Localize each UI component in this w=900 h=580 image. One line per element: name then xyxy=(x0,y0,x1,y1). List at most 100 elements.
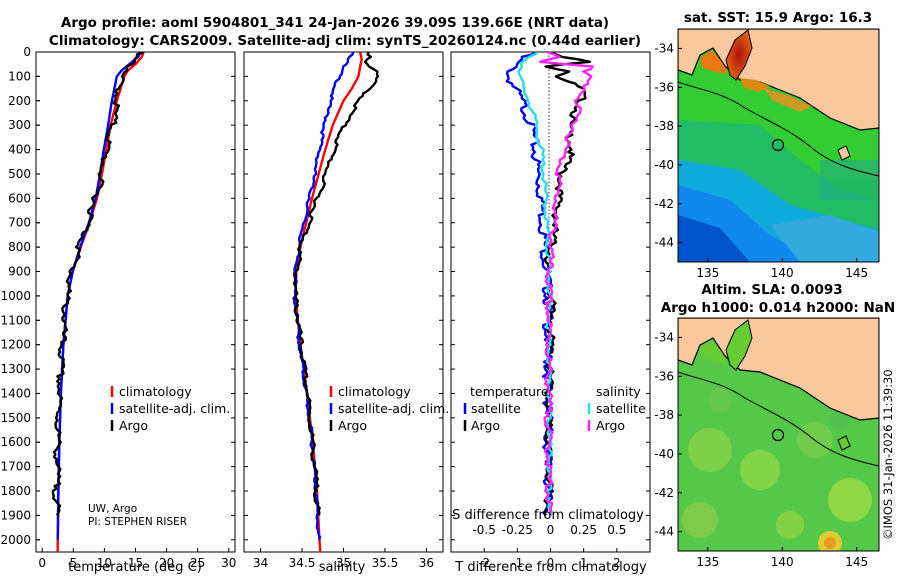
float-marker xyxy=(771,428,785,442)
sla-map-title2: Argo h1000: 0.014 h2000: NaN xyxy=(661,300,895,316)
map-ytick-label: -34 xyxy=(654,330,674,344)
ytick-label: 1600 xyxy=(0,435,31,449)
map-ytick-label: -42 xyxy=(654,486,674,500)
series-line-t-satellite xyxy=(505,52,555,517)
map-xtick-label: 140 xyxy=(771,555,794,569)
salinity-xlabel: salinity xyxy=(319,560,366,575)
xtick-label: 15 xyxy=(128,556,143,570)
xtick-label: 25 xyxy=(190,556,205,570)
xtick-label: 2 xyxy=(613,556,621,570)
figure-title-line1: Argo profile: aoml 5904801_341 24-Jan-20… xyxy=(61,15,609,31)
ytick-label: 1500 xyxy=(0,411,31,425)
ytick-label: 0 xyxy=(23,45,31,59)
series-line-s-argo xyxy=(539,52,594,516)
ytick-label: 800 xyxy=(8,240,31,254)
ytick-label: 1000 xyxy=(0,289,31,303)
legend-title-salinity: salinity xyxy=(596,384,641,399)
sst-map: sat. SST: 15.9 Argo: 16.3 -34 -36 -38 -40 -4… xyxy=(654,10,880,280)
map-ytick-label: -36 xyxy=(654,369,674,383)
temperature-xlabel: temperature (deg C) xyxy=(68,560,202,575)
float-marker xyxy=(771,138,785,152)
ytick-label: 500 xyxy=(8,167,31,181)
legend-label-t-argo: Argo xyxy=(471,418,500,433)
stick-label: 0 xyxy=(547,523,555,537)
stick-label: 0.5 xyxy=(607,523,626,537)
salinity-panel: 34 34.5 35 35.5 36 salinity climatology sate… xyxy=(243,51,449,575)
map-ytick-label: -38 xyxy=(654,408,674,422)
sst-map-field xyxy=(678,29,879,262)
sst-map-title: sat. SST: 15.9 Argo: 16.3 xyxy=(684,10,872,26)
ytick-label: 300 xyxy=(8,118,31,132)
ytick-label: 200 xyxy=(8,94,31,108)
ytick-label: 100 xyxy=(8,69,31,83)
ytick-label: 900 xyxy=(8,265,31,279)
credit-line1: UW, Argo xyxy=(88,503,137,515)
map-ytick-label: -44 xyxy=(654,525,674,539)
ytick-label: 700 xyxy=(8,216,31,230)
ytick-label: 1100 xyxy=(0,313,31,327)
legend-title-temperature: temperature xyxy=(470,384,549,399)
map-ytick-label: -40 xyxy=(654,158,674,172)
sla-map-field xyxy=(678,318,879,551)
s-difference-label: S difference from climatology xyxy=(452,508,644,523)
legend-label-t-satellite: satellite xyxy=(471,401,521,416)
t-difference-xlabel: T difference from climatology xyxy=(454,560,647,575)
xtick-label: 35.5 xyxy=(372,556,399,570)
difference-legend-right: salinity satellite Argo xyxy=(587,384,646,433)
credit-line2: PI: STEPHEN RISER xyxy=(88,516,187,528)
salinity-legend: climatology satellite-adj. clim. Argo xyxy=(329,384,449,433)
temperature-panel: 0100200300400500600700800900100011001200… xyxy=(0,45,236,575)
legend-label-s-satellite: satellite xyxy=(596,401,646,416)
map-xtick-label: 135 xyxy=(696,555,719,569)
stick-label: 0.25 xyxy=(570,523,597,537)
sla-map-title: Altim. SLA: 0.0093 xyxy=(701,282,842,298)
watermark: ©IMOS 31-Jan-2026 11:39:30 xyxy=(881,369,895,540)
xtick-label: 1 xyxy=(580,556,588,570)
ytick-label: 600 xyxy=(8,191,31,205)
map-xtick-label: 140 xyxy=(771,266,794,280)
map-ytick-label: -34 xyxy=(654,41,674,55)
series-line-argo xyxy=(51,52,145,516)
map-ytick-label: -44 xyxy=(654,236,674,250)
legend-label-s-argo: Argo xyxy=(596,418,625,433)
legend-label-climatology: climatology xyxy=(338,384,411,399)
salinity-axes xyxy=(243,51,444,553)
stick-label: -0.25 xyxy=(502,523,533,537)
map-ytick-label: -36 xyxy=(654,80,674,94)
difference-legend-left: temperature satellite Argo xyxy=(463,384,549,433)
legend-label-argo: Argo xyxy=(338,418,367,433)
ytick-label: 2000 xyxy=(0,533,31,547)
xtick-label: 34 xyxy=(253,556,268,570)
ytick-label: 1300 xyxy=(0,362,31,376)
map-xtick-label: 145 xyxy=(845,266,868,280)
xtick-label: -2 xyxy=(478,556,490,570)
ytick-label: 400 xyxy=(8,143,31,157)
legend-label-climatology: climatology xyxy=(119,384,192,399)
ytick-label: 1400 xyxy=(0,386,31,400)
stick-label: -0.5 xyxy=(472,523,495,537)
xtick-label: 20 xyxy=(159,556,174,570)
ytick-label: 1900 xyxy=(0,508,31,522)
map-ytick-label: -42 xyxy=(654,197,674,211)
temperature-legend: climatology satellite-adj. clim. Argo xyxy=(110,384,230,433)
xtick-label: 0 xyxy=(547,556,555,570)
xtick-label: 5 xyxy=(69,556,77,570)
legend-label-argo: Argo xyxy=(119,418,148,433)
xtick-label: 36 xyxy=(419,556,434,570)
xtick-label: -1 xyxy=(511,556,523,570)
legend-label-satellite: satellite-adj. clim. xyxy=(119,401,230,416)
figure-title-line2: Climatology: CARS2009. Satellite-adj cli… xyxy=(49,33,641,49)
map-xtick-label: 135 xyxy=(696,266,719,280)
temperature-axes xyxy=(35,51,236,553)
xtick-label: 30 xyxy=(221,556,236,570)
series-line-argo xyxy=(292,52,379,516)
xtick-label: 35 xyxy=(336,556,351,570)
ytick-label: 1700 xyxy=(0,460,31,474)
ytick-label: 1800 xyxy=(0,484,31,498)
xtick-label: 10 xyxy=(97,556,112,570)
map-ytick-label: -40 xyxy=(654,447,674,461)
difference-panel: -2 -1 0 1 2 -0.5 -0.25 0 0.25 0.5 S difference f… xyxy=(450,51,651,575)
sla-map: Altim. SLA: 0.0093 Argo h1000: 0.014 h20… xyxy=(654,282,895,569)
map-xtick-label: 145 xyxy=(845,555,868,569)
